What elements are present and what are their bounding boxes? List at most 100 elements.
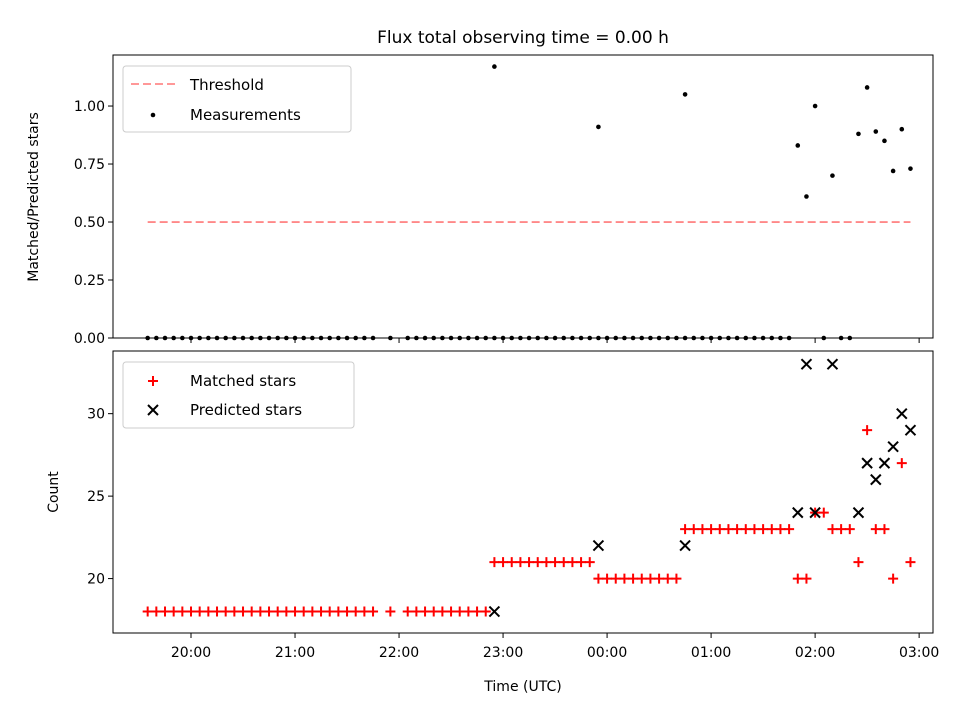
- top-x-axis-ticks: [190, 338, 920, 343]
- matched-star-point: [792, 573, 803, 584]
- measurement-point: [197, 335, 202, 341]
- measurement-point: [249, 335, 254, 341]
- bottom-legend: Matched stars Predicted stars: [122, 361, 355, 429]
- matched-stars-points: [142, 425, 916, 617]
- measurement-point: [466, 335, 471, 341]
- matched-star-point: [212, 606, 223, 617]
- measurement-point: [310, 335, 315, 341]
- measurement-point: [665, 335, 671, 341]
- matched-star-point: [827, 524, 838, 535]
- bottom-y-tick-label: 30: [87, 407, 105, 423]
- measurement-point: [500, 335, 506, 341]
- measurement-point: [847, 335, 853, 341]
- measurement-point: [838, 335, 844, 341]
- measurement-point: [431, 335, 437, 341]
- bottom-y-tick-label: 25: [87, 489, 105, 505]
- matched-star-point: [576, 557, 587, 568]
- measurement-point: [795, 143, 801, 148]
- bottom-x-axis: 20:00 21:00 22:00 23:00 00:00 01:00 02:00 03:00: [171, 633, 939, 661]
- bottom-y-axis-label: Count: [46, 471, 62, 513]
- matched-star-point: [186, 606, 197, 617]
- measurement-point: [180, 335, 185, 341]
- measurement-point: [509, 335, 515, 341]
- matched-star-point: [290, 606, 301, 617]
- measurement-point: [691, 335, 697, 341]
- matched-star-point: [732, 524, 743, 535]
- matched-star-point: [758, 524, 769, 535]
- matched-star-point: [714, 524, 725, 535]
- measurement-point: [457, 335, 463, 341]
- matched-star-point: [628, 573, 639, 584]
- matched-star-point: [160, 606, 171, 617]
- matched-star-point: [688, 524, 699, 535]
- x-tick-label: 21:00: [275, 645, 315, 661]
- matched-star-point: [307, 606, 318, 617]
- measurement-point: [414, 335, 419, 341]
- measurement-point: [786, 335, 792, 341]
- bottom-y-tick-label: 20: [87, 572, 105, 588]
- legend-measurements-label: Measurements: [190, 106, 301, 124]
- matched-star-point: [524, 557, 535, 568]
- bottom-y-axis: 20 25 30: [87, 407, 113, 588]
- predicted-star-point: [679, 539, 691, 552]
- measurement-point: [899, 126, 905, 132]
- measurement-point: [639, 335, 645, 341]
- measurement-point: [188, 335, 194, 341]
- matched-star-point: [446, 606, 457, 617]
- chart-title: Flux total observing time = 0.00 h: [377, 28, 669, 48]
- measurement-point: [362, 335, 367, 341]
- matched-star-point: [636, 573, 647, 584]
- measurement-point: [223, 335, 228, 341]
- measurement-point: [717, 335, 723, 341]
- x-axis-label: Time (UTC): [483, 679, 561, 695]
- predicted-star-point: [826, 358, 839, 370]
- measurement-point: [448, 335, 454, 341]
- measurement-point: [760, 335, 766, 341]
- measurement-point: [908, 166, 913, 171]
- matched-star-point: [359, 606, 370, 617]
- measurement-point: [864, 85, 870, 90]
- matched-star-point: [454, 606, 465, 617]
- bottom-panel: 20 25 30 20:00 21:00 22:00 23:00 00:00 01:00 02:…: [46, 350, 939, 695]
- predicted-star-point: [792, 506, 804, 519]
- matched-star-point: [142, 606, 153, 617]
- matched-star-point: [463, 606, 474, 617]
- matched-star-point: [420, 606, 431, 617]
- measurement-point: [214, 335, 220, 341]
- measurement-point: [648, 335, 653, 341]
- predicted-star-point: [861, 457, 873, 469]
- matched-star-point: [428, 606, 439, 617]
- matched-star-point: [515, 557, 526, 568]
- matched-star-point: [402, 606, 413, 617]
- predicted-star-point: [809, 506, 821, 519]
- matched-star-point: [151, 606, 162, 617]
- measurement-point: [370, 335, 376, 341]
- bottom-plot-frame: [112, 350, 934, 634]
- measurement-point: [570, 335, 575, 341]
- measurement-point: [674, 335, 679, 341]
- measurement-point: [232, 335, 237, 341]
- matched-star-point: [168, 606, 179, 617]
- measurement-point: [630, 335, 636, 341]
- matched-star-point: [896, 458, 907, 469]
- measurement-point: [734, 335, 740, 341]
- matched-star-point: [645, 573, 656, 584]
- measurement-point: [552, 335, 558, 341]
- measurement-point: [882, 138, 887, 144]
- matched-star-point: [593, 573, 604, 584]
- measurement-point: [535, 335, 541, 341]
- predicted-stars-points: [488, 358, 917, 618]
- measurement-point: [492, 335, 497, 341]
- matched-star-point: [801, 573, 812, 584]
- measurement-point: [804, 194, 809, 199]
- measurement-point: [596, 335, 601, 341]
- measurement-point: [682, 92, 688, 97]
- measurement-point: [752, 335, 757, 341]
- matched-star-point: [498, 557, 509, 568]
- matched-star-point: [853, 557, 864, 568]
- predicted-star-point: [488, 605, 501, 618]
- measurement-point: [318, 335, 324, 341]
- top-y-tick-label: 1.00: [74, 99, 105, 115]
- predicted-star-point: [852, 506, 865, 519]
- matched-star-point: [489, 557, 500, 568]
